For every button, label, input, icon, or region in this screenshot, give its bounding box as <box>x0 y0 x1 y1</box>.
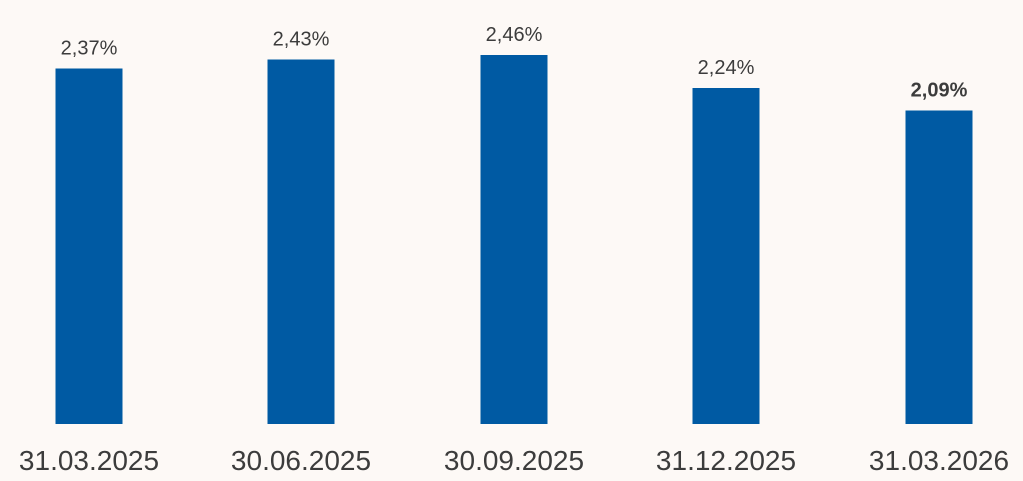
bar-31.03.2025 <box>55 68 123 424</box>
data-label-30.09.2025: 2,46% <box>486 24 543 46</box>
bar-31.12.2025 <box>692 88 760 424</box>
data-label-31.03.2025: 2,37% <box>61 38 118 60</box>
data-label-30.06.2025: 2,43% <box>273 29 330 51</box>
bar-31.03.2026 <box>905 110 973 424</box>
category-label-30.09.2025: 30.09.2025 <box>444 445 584 476</box>
category-label-31.03.2025: 31.03.2025 <box>19 445 159 476</box>
category-label-31.03.2026: 31.03.2026 <box>869 445 1009 476</box>
data-label-31.03.2026: 2,09% <box>911 80 968 102</box>
bar-30.06.2025 <box>267 59 335 424</box>
bar-30.09.2025 <box>480 55 548 424</box>
data-label-31.12.2025: 2,24% <box>698 57 755 79</box>
category-label-30.06.2025: 30.06.2025 <box>231 445 371 476</box>
category-label-31.12.2025: 31.12.2025 <box>656 445 796 476</box>
